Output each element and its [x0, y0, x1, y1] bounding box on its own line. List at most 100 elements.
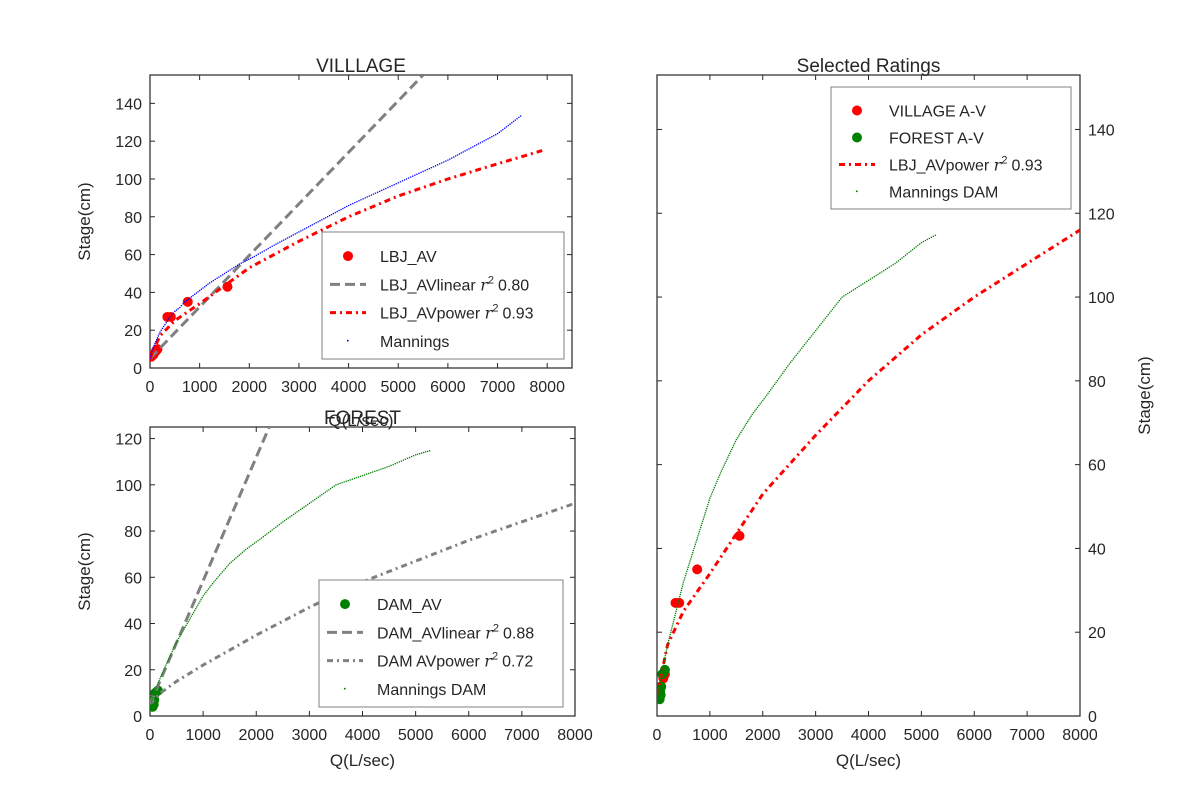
- mannings-dot: [349, 479, 351, 481]
- legend-label-main: DAM AVpower: [377, 654, 484, 671]
- mannings-dot: [393, 184, 395, 186]
- mannings-dot: [726, 458, 728, 460]
- legend-r-superscript: 2: [1001, 155, 1007, 167]
- mannings-dot: [657, 696, 659, 698]
- mannings-dot: [157, 682, 160, 684]
- mannings-dot: [269, 530, 272, 532]
- mannings-dot: [328, 215, 331, 217]
- mannings-dot: [673, 619, 675, 621]
- mannings-dot: [365, 473, 368, 475]
- mannings-dot: [197, 604, 199, 606]
- mannings-dot: [218, 276, 220, 278]
- mannings-dot: [688, 562, 691, 564]
- mannings-dot: [263, 250, 265, 252]
- y-tick-label: 0: [1088, 709, 1097, 726]
- mannings-dot: [873, 276, 875, 278]
- mannings-dot: [285, 518, 288, 521]
- mannings-dot: [229, 562, 231, 565]
- mannings-dot: [310, 501, 312, 503]
- mannings-dot: [241, 551, 244, 554]
- mannings-dot: [824, 317, 827, 319]
- legend-r-symbol: r: [480, 275, 489, 294]
- mannings-dot: [841, 296, 843, 298]
- mannings-dot: [722, 466, 724, 468]
- mannings-dot: [414, 174, 416, 176]
- mannings-dot: [428, 167, 430, 170]
- mannings-dot: [167, 660, 169, 662]
- mannings-dot: [150, 355, 152, 357]
- mannings-dot: [518, 116, 520, 119]
- mannings-dot: [151, 699, 153, 701]
- x-axis-label: Q(L/sec): [330, 751, 395, 770]
- mannings-dot: [164, 666, 166, 668]
- data-point: [182, 296, 193, 307]
- mannings-dot: [325, 217, 327, 219]
- mannings-dot: [708, 499, 710, 501]
- mannings-dot: [742, 428, 744, 430]
- mannings-dot: [468, 148, 470, 150]
- y-tick-label: 40: [124, 285, 142, 302]
- mannings-dot: [180, 634, 182, 636]
- mannings-dot: [888, 266, 890, 268]
- mannings-dot: [330, 213, 333, 216]
- village-plot-frame: [149, 74, 573, 369]
- mannings-dot: [253, 255, 255, 258]
- mannings-dot: [837, 301, 839, 304]
- mannings-dot: [170, 652, 172, 655]
- mannings-dot: [360, 199, 362, 201]
- mannings-dot: [674, 612, 677, 615]
- mannings-dot: [227, 270, 229, 272]
- mannings-dot: [155, 340, 157, 343]
- mannings-dot: [764, 396, 767, 398]
- mannings-dot: [277, 242, 279, 244]
- selected-chart: 0 1000 2000 3000 4000 5000 6000 7000 80000204060…: [653, 56, 1154, 770]
- mannings-dot: [276, 525, 279, 527]
- mannings-dot: [150, 706, 152, 708]
- mannings-dot: [237, 555, 239, 558]
- legend-marker: [347, 339, 349, 342]
- mannings-dot: [275, 526, 277, 528]
- mannings-dot: [242, 261, 244, 263]
- mannings-dot: [479, 142, 482, 144]
- mannings-dot: [281, 240, 283, 242]
- mannings-dot: [668, 637, 670, 640]
- mannings-dot: [711, 491, 714, 493]
- mannings-dot: [382, 467, 384, 470]
- mannings-dot: [177, 308, 179, 310]
- mannings-dot: [826, 315, 828, 318]
- y-tick-label: 0: [133, 709, 142, 726]
- mannings-dot: [805, 342, 807, 344]
- x-tick-label: 5000: [380, 379, 416, 396]
- mannings-dot: [779, 376, 781, 378]
- mannings-dot: [217, 576, 219, 578]
- village-plot-area: [150, 75, 543, 362]
- mannings-dot: [401, 180, 404, 182]
- y-tick-label: 20: [124, 323, 142, 340]
- mannings-dot: [286, 237, 289, 239]
- mannings-dot: [681, 585, 684, 587]
- mannings-dot: [867, 279, 870, 281]
- y-axis-label: Stage(cm): [1135, 356, 1154, 434]
- mannings-dot: [255, 254, 257, 257]
- mannings-dot: [770, 389, 772, 391]
- mannings-dot: [395, 183, 397, 185]
- y-tick-label: 80: [1088, 374, 1106, 391]
- mannings-dot: [451, 157, 453, 159]
- mannings-dot: [166, 662, 168, 664]
- mannings-dot: [660, 673, 663, 675]
- y-tick-label: 40: [124, 617, 142, 634]
- mannings-dot: [386, 466, 388, 468]
- mannings-dot: [194, 293, 196, 295]
- mannings-dot: [421, 452, 423, 454]
- mannings-dot: [672, 623, 674, 625]
- mannings-dot: [356, 201, 358, 203]
- y-tick-label: 140: [115, 96, 142, 113]
- mannings-dot: [287, 517, 289, 519]
- mannings-dot: [813, 331, 815, 334]
- mannings-dot: [856, 286, 858, 289]
- mannings-dot: [300, 230, 302, 232]
- mannings-dot: [917, 244, 919, 247]
- mannings-dot: [869, 278, 872, 280]
- x-tick-label: 5000: [904, 727, 940, 744]
